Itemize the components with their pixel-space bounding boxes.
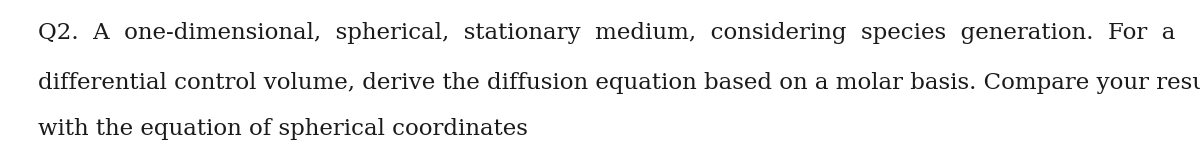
Text: differential control volume, derive the diffusion equation based on a molar basi: differential control volume, derive the … [38,72,1200,94]
Text: Q2.  A  one-dimensional,  spherical,  stationary  medium,  considering  species : Q2. A one-dimensional, spherical, statio… [38,22,1175,44]
Text: with the equation of spherical coordinates: with the equation of spherical coordinat… [38,118,528,140]
